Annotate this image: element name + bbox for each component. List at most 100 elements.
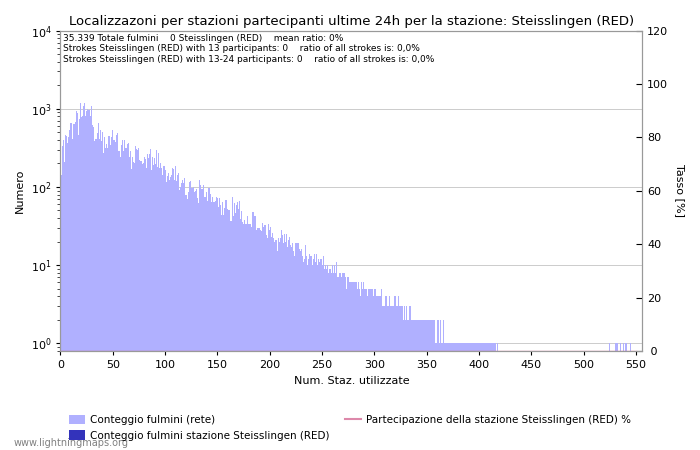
Bar [160, 163, 162, 450]
Bar [360, 296, 361, 450]
Bar [76, 112, 78, 450]
Bar [219, 198, 220, 450]
Text: 35.339 Totale fulmini    0 Steisslingen (RED)    mean ratio: 0%
Strokes Steissli: 35.339 Totale fulmini 0 Steisslingen (RE… [63, 34, 435, 63]
Bar [617, 343, 618, 450]
Bar [135, 146, 136, 450]
Bar [439, 343, 440, 450]
Bar [72, 139, 74, 450]
Bar [487, 343, 488, 450]
Bar [446, 343, 447, 450]
Bar [260, 230, 261, 450]
Bar [390, 306, 391, 450]
Bar [338, 277, 339, 450]
Bar [170, 177, 171, 450]
Bar [178, 172, 179, 450]
Bar [176, 181, 177, 450]
Bar [380, 296, 382, 450]
Bar [218, 207, 219, 450]
Bar [402, 306, 403, 450]
Bar [228, 211, 230, 450]
Text: www.lightningmaps.org: www.lightningmaps.org [14, 438, 129, 448]
Bar [337, 277, 338, 450]
Y-axis label: Numero: Numero [15, 169, 25, 213]
Bar [329, 269, 330, 450]
Bar [153, 165, 154, 450]
Bar [173, 169, 174, 450]
Bar [316, 254, 317, 450]
Bar [626, 343, 627, 450]
Bar [288, 240, 289, 450]
Bar [150, 149, 151, 450]
Bar [66, 136, 67, 450]
Bar [488, 343, 489, 450]
Bar [395, 296, 396, 450]
Bar [351, 283, 352, 450]
Bar [211, 197, 213, 450]
Bar [136, 149, 137, 450]
Bar [327, 265, 328, 450]
Bar [405, 320, 406, 450]
Bar [481, 343, 482, 450]
Bar [104, 137, 105, 450]
Bar [418, 320, 419, 450]
Bar [616, 343, 617, 450]
Bar [87, 109, 88, 450]
Bar [425, 320, 426, 450]
Bar [137, 150, 139, 450]
Bar [114, 140, 116, 450]
Bar [384, 306, 386, 450]
Bar [480, 343, 481, 450]
Bar [342, 273, 344, 450]
Bar [482, 343, 483, 450]
Bar [93, 127, 95, 450]
Bar [128, 143, 129, 450]
Bar [272, 233, 274, 450]
Bar [419, 320, 420, 450]
Bar [214, 202, 215, 450]
Bar [394, 296, 395, 450]
Bar [108, 135, 109, 450]
Bar [490, 343, 491, 450]
Bar [253, 216, 255, 450]
Bar [184, 178, 186, 450]
Bar [131, 169, 132, 450]
Bar [485, 343, 486, 450]
Bar [424, 320, 425, 450]
Bar [372, 289, 373, 450]
Bar [374, 289, 375, 450]
Bar [237, 202, 238, 450]
Bar [248, 224, 249, 450]
Bar [177, 175, 178, 450]
Bar [217, 198, 218, 450]
Bar [401, 306, 402, 450]
Bar [242, 222, 243, 450]
Bar [69, 130, 70, 450]
Bar [258, 228, 259, 450]
Bar [287, 247, 288, 450]
Bar [174, 180, 175, 450]
Bar [282, 235, 283, 450]
Bar [99, 130, 101, 450]
Bar [264, 225, 265, 450]
Bar [141, 164, 143, 450]
Bar [391, 306, 392, 450]
Bar [302, 262, 304, 450]
Bar [318, 259, 319, 450]
Bar [354, 283, 355, 450]
Bar [430, 320, 431, 450]
Bar [70, 123, 71, 450]
Bar [311, 256, 312, 450]
Bar [247, 216, 248, 450]
Bar [334, 265, 335, 450]
Bar [317, 265, 318, 450]
Bar [292, 243, 293, 450]
Bar [321, 265, 323, 450]
Bar [281, 230, 282, 450]
Bar [103, 153, 104, 450]
Bar [314, 254, 315, 450]
Bar [420, 320, 421, 450]
Bar [267, 238, 268, 450]
Bar [461, 343, 462, 450]
Bar [86, 111, 87, 450]
Bar [261, 231, 262, 450]
